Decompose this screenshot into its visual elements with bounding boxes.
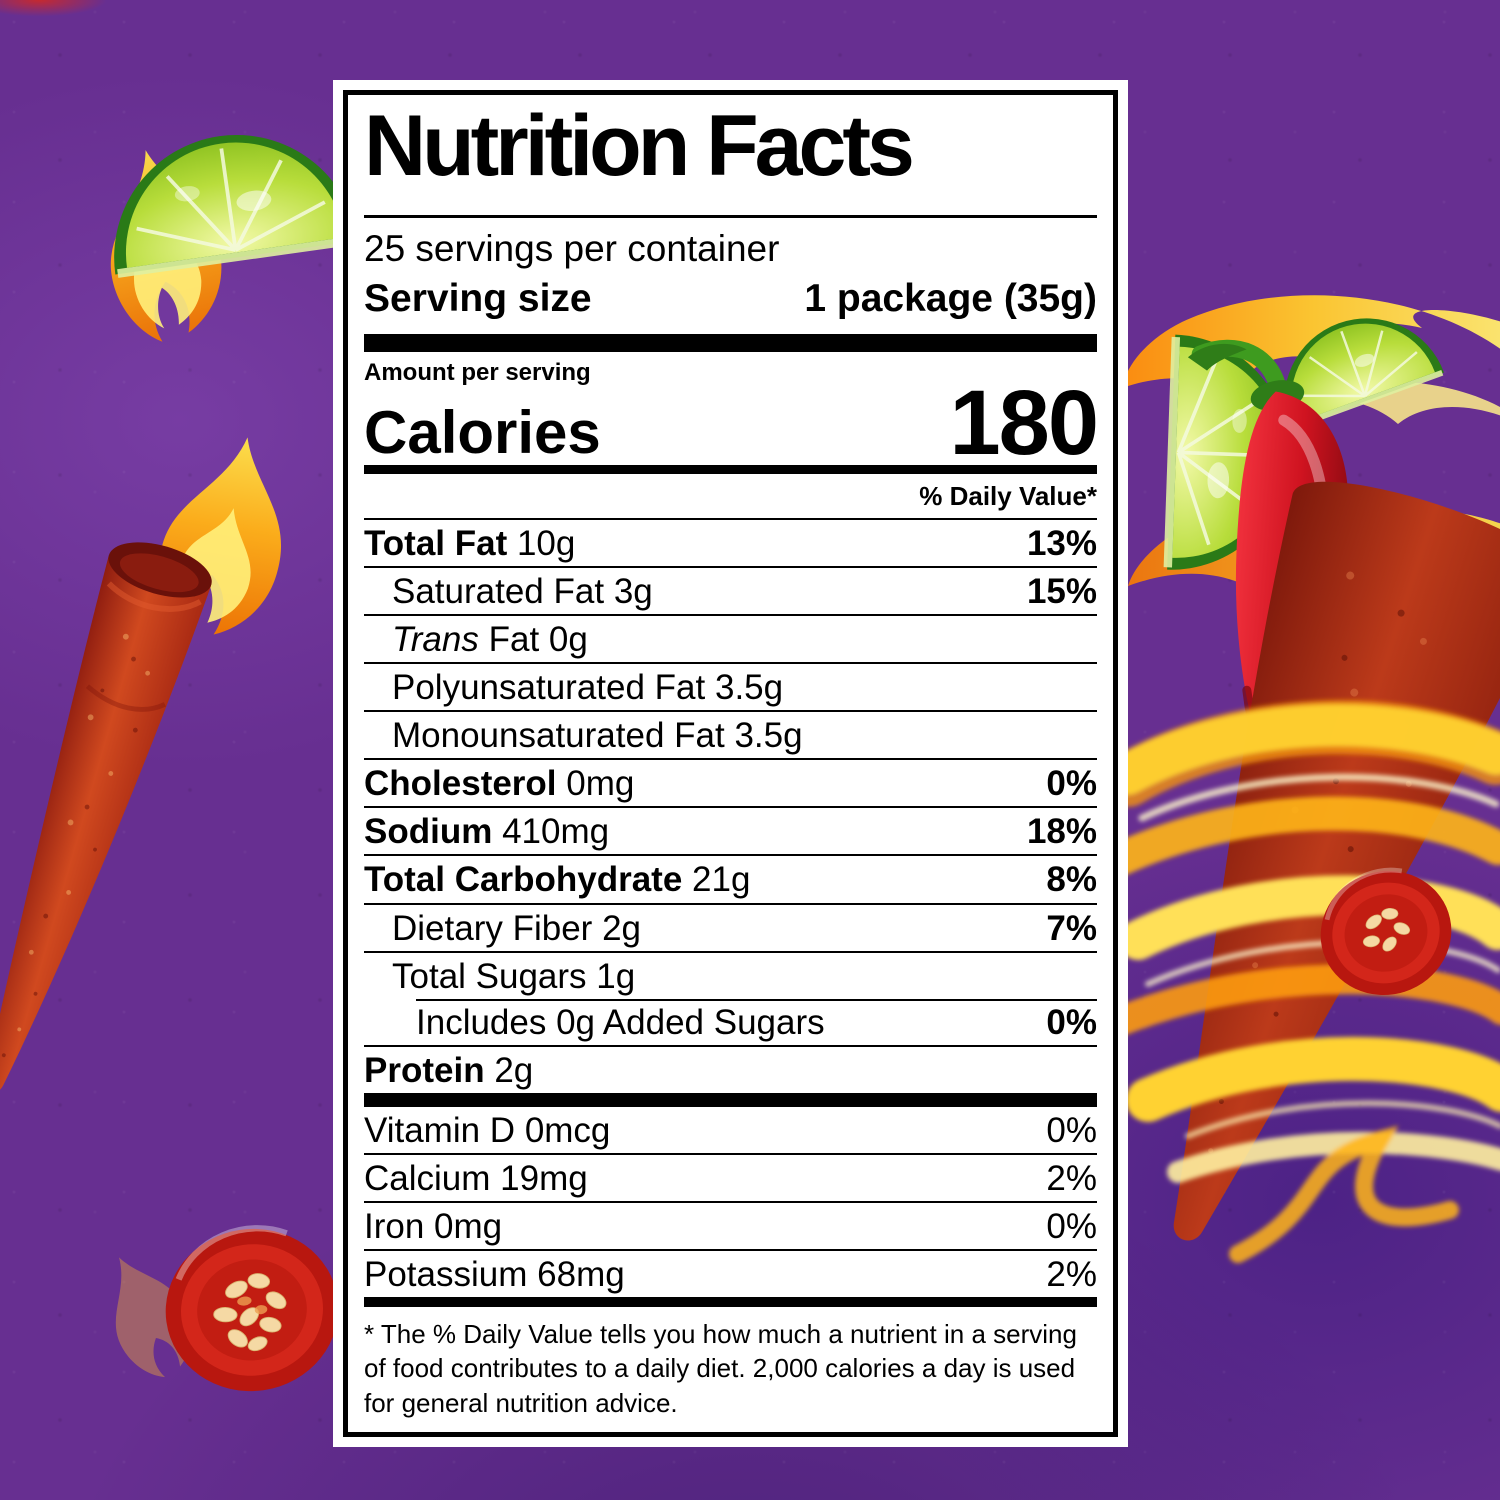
- nutrient-row-trans-fat: Trans Fat 0g: [364, 613, 1097, 662]
- flame-icon: [159, 437, 282, 635]
- daily-value-header: % Daily Value*: [364, 474, 1097, 520]
- nutrient-dv: 15%: [1026, 571, 1097, 611]
- nutrient-dv: 0%: [1046, 1207, 1097, 1247]
- daily-value-footnote: * The % Daily Value tells you how much a…: [364, 1319, 1077, 1418]
- nutrient-name-italic: Trans: [392, 619, 479, 659]
- micronutrient-row-calcium: Calcium 19mg 2%: [364, 1152, 1097, 1201]
- chili-pepper-icon: [1187, 339, 1349, 758]
- nutrient-row-saturated-fat: Saturated Fat 3g 15%: [364, 565, 1097, 614]
- flame-icon: [110, 150, 222, 342]
- nutrient-name: Cholesterol: [364, 764, 557, 804]
- nutrient-name: Dietary Fiber: [392, 908, 593, 948]
- nutrient-dv: 0%: [1046, 1002, 1097, 1042]
- nutrient-name: Total Sugars: [392, 956, 587, 996]
- title-divider: [364, 215, 1097, 218]
- calories-label: Calories: [364, 399, 601, 467]
- nutrient-name: Monounsaturated Fat: [392, 716, 725, 756]
- thick-divider-bar: [364, 1297, 1097, 1308]
- nutrient-amount: 0mg: [434, 1207, 503, 1247]
- lime-wedge-icon: [1284, 318, 1444, 431]
- chili-slice-icon: [165, 1225, 339, 1392]
- label-title: Nutrition Facts: [364, 98, 915, 194]
- nutrient-amount: 21g: [692, 860, 751, 900]
- nutrient-dv: 18%: [1026, 812, 1097, 852]
- nutrient-name: Total Carbohydrate: [364, 860, 683, 900]
- red-smear-decor: [0, 0, 130, 26]
- nutrient-name: Saturated Fat: [392, 571, 605, 611]
- rolled-chip-icon: [0, 542, 212, 1093]
- nutrient-name: Iron: [364, 1207, 425, 1247]
- nutrient-row-protein: Protein 2g: [364, 1044, 1097, 1093]
- nutrient-name: Total Fat: [364, 523, 508, 563]
- nutrition-facts-panel: Nutrition Facts 25 servings per containe…: [343, 90, 1118, 1437]
- nutrient-name: Calcium: [364, 1158, 491, 1198]
- nutrient-row-sodium: Sodium 410mg 18%: [364, 806, 1097, 854]
- lime-wedge-icon: [1163, 334, 1289, 570]
- nutrition-facts-label: Nutrition Facts 25 servings per containe…: [333, 80, 1128, 1447]
- thick-divider-bar: [364, 1092, 1097, 1107]
- nutrient-amount: 10g: [516, 523, 576, 563]
- amount-per-serving-label: Amount per serving: [364, 358, 591, 386]
- nutrient-amount: 0g: [548, 619, 588, 659]
- serving-size-label: Serving size: [364, 276, 592, 320]
- servings-per-container: 25 servings per container: [364, 228, 780, 269]
- flame-band-icon: [1122, 295, 1500, 654]
- nutrient-dv: 0%: [1046, 764, 1097, 804]
- nutrient-name: Potassium: [364, 1255, 528, 1295]
- nutrient-dv: 2%: [1046, 1255, 1097, 1295]
- nutrient-dv: 7%: [1046, 908, 1097, 948]
- nutrient-row-added-sugars: Includes 0g Added Sugars 0%: [364, 998, 1097, 1045]
- nutrient-row-total-carbohydrate: Total Carbohydrate 21g 8%: [364, 854, 1097, 902]
- nutrient-row-total-sugars: Total Sugars 1g: [364, 950, 1097, 999]
- nutrient-dv: 0%: [1046, 1110, 1097, 1150]
- nutrient-amount: 3.5g: [714, 668, 784, 708]
- thick-divider-bar: [364, 333, 1097, 352]
- calories-value: 180: [949, 371, 1099, 474]
- lime-wedge-icon: [114, 134, 358, 278]
- nutrient-name: Fat: [488, 619, 540, 659]
- micronutrient-row-iron: Iron 0mg 0%: [364, 1201, 1097, 1249]
- nutrient-amount: 2g: [602, 908, 641, 948]
- serving-size-value: 1 package (35g): [804, 276, 1097, 320]
- nutrient-name: Polyunsaturated Fat: [392, 668, 706, 708]
- serving-size-row: Serving size 1 package (35g): [364, 277, 1097, 321]
- nutrient-amount: 0mcg: [524, 1110, 611, 1150]
- nutrient-dv: 2%: [1046, 1158, 1097, 1198]
- nutrient-name: Protein: [364, 1050, 485, 1090]
- micronutrient-row-potassium: Potassium 68mg 2%: [364, 1249, 1097, 1297]
- nutrient-amount: 3g: [613, 571, 653, 611]
- fire-swirl-icon: [1118, 700, 1500, 1263]
- nutrient-row-cholesterol: Cholesterol 0mg 0%: [364, 758, 1097, 806]
- nutrient-amount: 1g: [596, 956, 636, 996]
- nutrient-row-total-fat: Total Fat 10g 13%: [364, 520, 1097, 566]
- nutrient-name: Includes 0g Added Sugars: [416, 1002, 825, 1042]
- flame-icon: [115, 1257, 192, 1378]
- nutrient-amount: 19mg: [500, 1158, 588, 1198]
- micronutrient-row-vitamin-d: Vitamin D 0mcg 0%: [364, 1107, 1097, 1153]
- nutrient-amount: 68mg: [537, 1255, 625, 1295]
- nutrient-name: Sodium: [364, 812, 493, 852]
- nutrient-amount: 2g: [494, 1050, 534, 1090]
- nutrient-dv: 8%: [1046, 860, 1097, 900]
- nutrient-amount: 0mg: [566, 764, 635, 804]
- nutrient-dv: 13%: [1026, 523, 1097, 563]
- nutrient-row-polyunsaturated-fat: Polyunsaturated Fat 3.5g: [364, 662, 1097, 710]
- nutrient-amount: 410mg: [502, 812, 610, 852]
- nutrient-amount: 3.5g: [734, 716, 803, 756]
- nutrient-row-monounsaturated-fat: Monounsaturated Fat 3.5g: [364, 710, 1097, 758]
- calories-row: Calories 180: [364, 371, 1099, 474]
- nutrient-name: Vitamin D: [364, 1110, 516, 1150]
- chili-slice-icon: [1320, 867, 1452, 995]
- nutrient-row-dietary-fiber: Dietary Fiber 2g 7%: [364, 902, 1097, 951]
- thin-divider-bar: [364, 465, 1097, 474]
